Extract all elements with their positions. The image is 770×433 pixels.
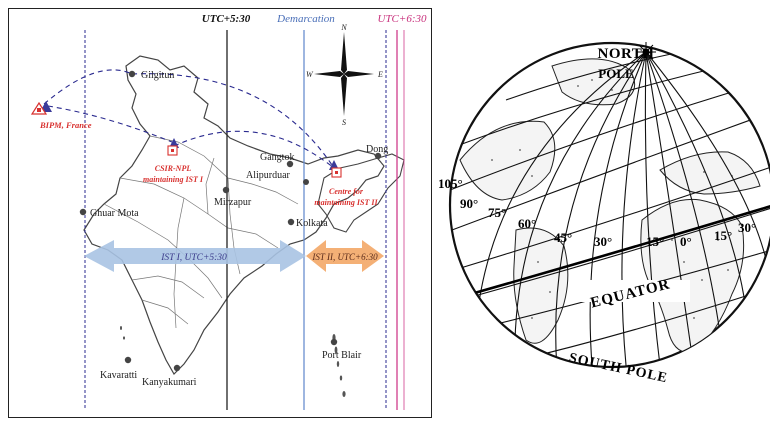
bipm-marker xyxy=(30,101,52,115)
meridian-label-105: 105° xyxy=(438,176,463,191)
india-timezone-map: UTC+5:30 Demarcation UTC+6:30 xyxy=(8,8,432,418)
meridian-label-15w: 15° xyxy=(646,234,664,249)
ist1-label: IST I, UTC+5:30 xyxy=(160,253,227,263)
meridian-label-30e: 30° xyxy=(738,220,756,235)
kolkata-label: Kolkata xyxy=(296,218,328,229)
greenland-shape xyxy=(551,58,636,106)
port-blair-label: Port Blair xyxy=(322,350,362,361)
equator-label-bg xyxy=(570,280,690,302)
meridian-label-45: 45° xyxy=(554,230,572,245)
kavaratti-label: Kavaratti xyxy=(100,370,137,381)
meridian-label-90: 90° xyxy=(460,196,478,211)
bipm-csir-arc xyxy=(47,105,173,143)
globe-diagram: NORTH POLE EQUATOR SOUTH POLE 105° 90° 7… xyxy=(432,0,770,433)
meridian-labels: 105° 90° 75° 60° 45° 30° 15° 0° 15° 30° xyxy=(438,176,756,249)
kanyakumari-label: Kanyakumari xyxy=(142,377,197,388)
utc-630-label: UTC+6:30 xyxy=(378,13,427,25)
dong-label: Dong xyxy=(366,144,388,155)
bipm-label: BIPM, France xyxy=(39,120,92,130)
northeast-outline xyxy=(317,153,405,233)
centre-label-2: maintaining IST II xyxy=(314,198,378,207)
meridian-label-0: 0° xyxy=(680,234,692,249)
north-pole-label-1: NORTH xyxy=(598,46,655,62)
city-dots xyxy=(79,70,382,372)
meridian-label-15e: 15° xyxy=(714,228,732,243)
compass-rose: N S E W xyxy=(306,23,383,127)
north-pole-star xyxy=(636,42,656,62)
equator-line xyxy=(450,202,770,302)
centre-label-1: Centre for xyxy=(329,187,364,196)
bipm-gilgitun-arc xyxy=(43,69,133,105)
continents xyxy=(459,58,761,354)
gangtok-label: Gangtok xyxy=(260,152,294,163)
gilgitun-label: Gilgitun xyxy=(141,70,174,81)
ist2-label: IST II, UTC+6:30 xyxy=(311,252,378,262)
csir-label-2: maintaining IST I xyxy=(143,175,204,184)
meridian-label-60: 60° xyxy=(518,216,536,231)
north-pole-label-2: POLE xyxy=(598,66,633,81)
alipurduar-label: Alipurduar xyxy=(246,170,291,181)
ist2-arrow xyxy=(306,240,384,272)
lakshadweep-islands xyxy=(120,326,125,340)
csir-centre-arc xyxy=(173,130,335,169)
compass-west-label: W xyxy=(306,70,314,79)
demarcation-label: Demarcation xyxy=(276,13,335,25)
compass-south-label: S xyxy=(342,118,346,127)
ist1-arrow xyxy=(84,240,306,272)
centre-ist2-marker xyxy=(329,160,342,178)
mirzapur-label: Mirzapur xyxy=(214,197,252,208)
map-canvas: UTC+5:30 Demarcation UTC+6:30 xyxy=(8,8,432,418)
north-america-shape xyxy=(459,120,556,201)
gilgitun-centre-arc xyxy=(131,73,335,169)
meridian-label-30: 30° xyxy=(594,234,612,249)
csir-label-1: CSIR-NPL xyxy=(155,164,192,173)
compass-north-label: N xyxy=(340,23,347,32)
meridian-label-75: 75° xyxy=(488,205,506,220)
map-frame xyxy=(8,8,432,418)
csir-npl-marker xyxy=(167,138,179,156)
compass-east-label: E xyxy=(377,70,383,79)
globe-canvas: NORTH POLE EQUATOR SOUTH POLE 105° 90° 7… xyxy=(438,41,770,386)
ghuar-mota-label: Ghuar Mota xyxy=(90,208,139,219)
europe-shape xyxy=(659,151,761,195)
utc-530-label: UTC+5:30 xyxy=(202,13,251,25)
